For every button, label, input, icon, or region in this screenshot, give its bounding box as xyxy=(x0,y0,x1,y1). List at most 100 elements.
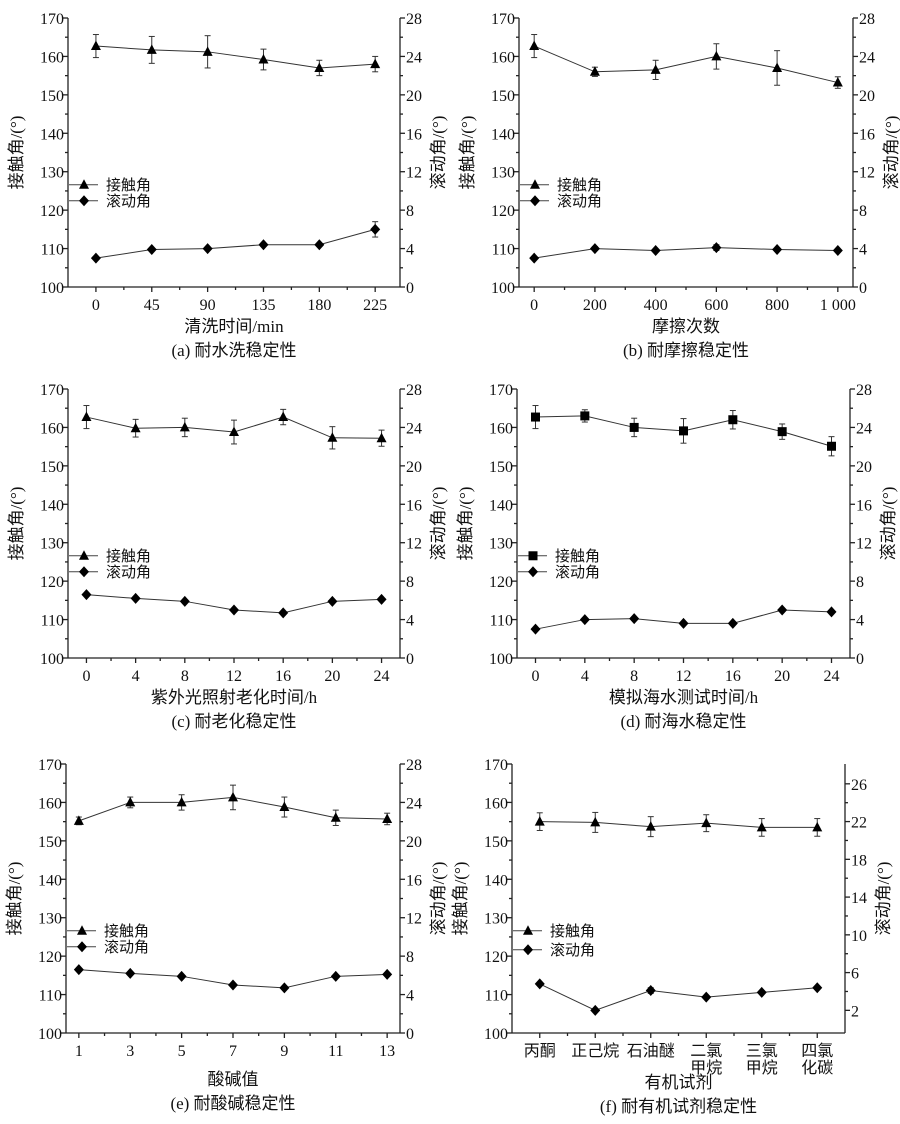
data-point xyxy=(701,991,712,1003)
left-tick-label: 150 xyxy=(38,834,62,851)
left-tick-label: 120 xyxy=(38,949,62,966)
legend-square-icon xyxy=(528,551,538,561)
legend-item-rolling-angle: 滚动角 xyxy=(67,939,149,956)
right-tick-label: 12 xyxy=(406,165,422,182)
legend-diamond-icon xyxy=(530,195,540,207)
x-tick-label-line: 200 xyxy=(583,297,607,314)
x-tick-label-line: 4 xyxy=(581,668,589,685)
left-tick-label: 170 xyxy=(38,757,62,774)
data-point xyxy=(530,623,541,635)
legend-triangle-icon xyxy=(523,925,533,935)
right-tick-label: 10 xyxy=(851,928,867,945)
data-point xyxy=(678,617,689,629)
x-tick-label-line: 600 xyxy=(704,297,728,314)
y-axis-right-title: 滚动角/(°) xyxy=(429,116,448,190)
y-axis-right-title: 滚动角/(°) xyxy=(874,862,893,936)
x-axis-title: 摩擦次数 xyxy=(652,317,720,336)
left-tick-label: 170 xyxy=(491,11,515,28)
left-tick-label: 140 xyxy=(489,497,513,514)
data-point xyxy=(202,46,213,56)
data-point xyxy=(589,243,600,255)
series-rolling-angle xyxy=(530,604,837,635)
x-axis-title: 清洗时间/min xyxy=(184,317,284,336)
right-tick-label: 16 xyxy=(856,497,872,514)
x-tick-label-line: 3 xyxy=(126,1043,134,1060)
data-point xyxy=(258,54,269,64)
x-tick-label-line: 0 xyxy=(532,668,540,685)
data-point xyxy=(679,426,688,436)
x-axis-title: 酸碱值 xyxy=(208,1070,259,1089)
data-point xyxy=(228,979,238,991)
data-point xyxy=(826,606,837,618)
left-tick-label: 160 xyxy=(38,795,62,812)
x-tick-label-line: 石油醚 xyxy=(627,1042,675,1060)
legend-item-contact-angle: 接触角 xyxy=(518,548,600,565)
right-tick-label: 24 xyxy=(856,420,872,437)
x-tick-label: 二氯甲烷 xyxy=(690,1042,722,1077)
data-point xyxy=(756,986,767,998)
x-tick-label: 13 xyxy=(379,1043,395,1060)
x-tick-label: 12 xyxy=(676,668,692,685)
legend-label: 滚动角 xyxy=(106,564,151,581)
data-point xyxy=(579,614,590,626)
x-tick-label: 24 xyxy=(824,668,840,685)
x-tick-label: 3 xyxy=(126,1043,134,1060)
data-point xyxy=(202,243,213,255)
legend-label: 滚动角 xyxy=(557,193,602,210)
data-point xyxy=(534,978,545,990)
x-tick-label-line: 24 xyxy=(374,668,390,685)
data-point xyxy=(229,426,239,437)
x-tick-label-line: 5 xyxy=(178,1043,186,1060)
data-point xyxy=(314,239,325,251)
chart-panel: 100 110 120 130 140 150 160 170 0 4 8 12 16 20 24 28 0 45… xyxy=(7,11,448,360)
x-tick-label: 0 xyxy=(82,668,90,685)
right-tick-label: 16 xyxy=(859,126,875,143)
x-tick-label-line: 0 xyxy=(92,297,100,314)
right-tick-label: 8 xyxy=(859,203,867,220)
x-tick-label-line: 1 xyxy=(75,1043,83,1060)
legend-item-contact-angle: 接触角 xyxy=(67,923,149,940)
data-point xyxy=(727,617,738,629)
left-tick-label: 120 xyxy=(40,203,64,220)
data-point xyxy=(130,592,141,604)
right-tick-label: 4 xyxy=(406,988,414,1005)
data-point xyxy=(176,970,187,982)
left-tick-label: 160 xyxy=(484,795,508,812)
x-tick-label-line: 12 xyxy=(226,668,242,685)
left-tick-label: 150 xyxy=(489,459,513,476)
x-tick-label: 1 xyxy=(75,1043,83,1060)
y-axis-right-title: 滚动角/(°) xyxy=(879,487,898,561)
right-tick-label: 4 xyxy=(406,242,414,259)
right-tick-label: 16 xyxy=(406,872,422,889)
right-tick-label: 24 xyxy=(859,49,875,66)
data-point xyxy=(529,252,540,264)
data-point xyxy=(772,244,783,256)
right-tick-label: 0 xyxy=(406,1026,414,1043)
right-tick-label: 20 xyxy=(406,834,422,851)
right-tick-label: 20 xyxy=(406,88,422,105)
data-point xyxy=(330,812,341,822)
x-tick-label-line: 16 xyxy=(725,668,741,685)
left-tick-label: 110 xyxy=(490,613,513,630)
x-tick-label: 丙酮 xyxy=(524,1043,556,1060)
x-tick-label-line: 135 xyxy=(251,297,275,314)
x-tick-label: 9 xyxy=(280,1043,288,1060)
left-tick-label: 110 xyxy=(485,988,508,1005)
left-tick-label: 110 xyxy=(492,242,515,259)
x-tick-label: 12 xyxy=(226,668,242,685)
x-tick-label-line: 甲烷 xyxy=(746,1059,778,1077)
left-tick-label: 170 xyxy=(484,757,508,774)
right-tick-label: 16 xyxy=(406,497,422,514)
x-tick-label: 4 xyxy=(581,668,589,685)
series-rolling-angle xyxy=(73,964,393,994)
data-point xyxy=(327,595,338,607)
right-tick-label: 16 xyxy=(406,126,422,143)
legend-triangle-icon xyxy=(79,550,89,560)
right-tick-label: 22 xyxy=(851,815,867,832)
x-tick-label-line: 24 xyxy=(824,668,840,685)
x-tick-label: 135 xyxy=(251,297,275,314)
x-tick-label: 5 xyxy=(178,1043,186,1060)
data-point xyxy=(529,40,540,51)
series-line xyxy=(533,45,838,84)
